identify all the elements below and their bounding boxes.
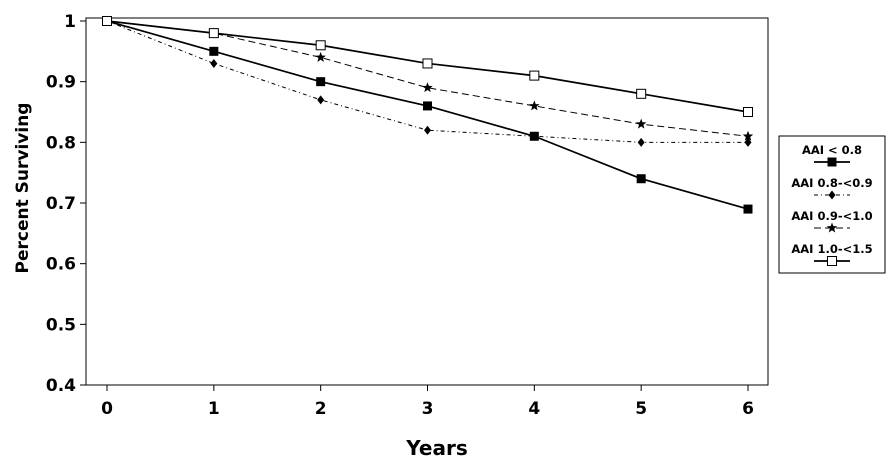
x-tick-label: 3 bbox=[422, 399, 434, 419]
data-point bbox=[636, 174, 646, 184]
legend-item: AAI 1.0-<1.5 bbox=[791, 242, 873, 266]
data-point bbox=[635, 118, 647, 129]
data-point bbox=[315, 51, 326, 62]
data-point bbox=[743, 107, 753, 117]
plot-frame bbox=[85, 17, 769, 386]
x-tick-label: 4 bbox=[528, 399, 540, 419]
series-1 bbox=[102, 16, 753, 214]
x-tick-label: 6 bbox=[742, 399, 754, 419]
data-point bbox=[422, 82, 433, 93]
y-tick-label: 0.6 bbox=[46, 255, 76, 275]
series-2 bbox=[103, 16, 752, 147]
x-tick-label: 2 bbox=[315, 399, 327, 419]
data-point bbox=[744, 137, 752, 147]
legend-item: AAI 0.8-<0.9 bbox=[791, 176, 873, 200]
data-point bbox=[742, 130, 754, 141]
y-tick-label: 0.4 bbox=[46, 376, 76, 396]
data-point bbox=[530, 131, 538, 141]
series-3 bbox=[101, 15, 754, 141]
axis-ticks: 0 1 2 3 4 5 6 0.4 0.5 0.6 0.7 0.8 0.9 1 bbox=[46, 12, 754, 419]
legend-items: AAI < 0.8 AAI 0.8-<0.9 AAI 0.9-<1.0 AAI 1.0… bbox=[791, 143, 873, 266]
y-tick-label: 0.9 bbox=[46, 73, 76, 93]
legend-swatch-marker bbox=[827, 157, 837, 167]
data-point bbox=[209, 46, 219, 56]
data-point bbox=[317, 95, 325, 105]
legend-item: AAI 0.9-<1.0 bbox=[791, 209, 873, 233]
legend-label: AAI 0.9-<1.0 bbox=[791, 209, 872, 223]
x-tick-label: 0 bbox=[101, 399, 113, 419]
data-point bbox=[424, 125, 431, 135]
y-tick-label: 0.7 bbox=[46, 194, 76, 214]
legend-label: AAI 0.8-<0.9 bbox=[791, 176, 872, 190]
data-point bbox=[422, 58, 433, 69]
data-point bbox=[529, 70, 540, 81]
data-point bbox=[210, 58, 218, 68]
x-tick-label: 1 bbox=[208, 399, 220, 419]
legend-item: AAI < 0.8 bbox=[802, 143, 862, 167]
x-axis-title: Years bbox=[405, 436, 467, 460]
series-line bbox=[106, 20, 749, 210]
data-point bbox=[743, 204, 753, 214]
series-line bbox=[106, 20, 749, 137]
y-tick-label: 1 bbox=[64, 12, 76, 32]
data-point bbox=[102, 16, 112, 26]
series-layer bbox=[101, 15, 754, 214]
series-4 bbox=[102, 16, 753, 117]
x-tick-label: 5 bbox=[635, 399, 647, 419]
data-point bbox=[636, 88, 647, 99]
y-tick-label: 0.8 bbox=[46, 133, 76, 153]
data-point bbox=[316, 77, 326, 87]
data-point bbox=[423, 101, 432, 111]
legend-swatch-marker bbox=[827, 256, 837, 266]
data-point bbox=[208, 28, 219, 39]
series-line bbox=[106, 20, 748, 143]
legend: AAI < 0.8 AAI 0.8-<0.9 AAI 0.9-<1.0 AAI 1.0… bbox=[778, 135, 886, 274]
data-point bbox=[637, 137, 645, 147]
data-point bbox=[529, 100, 540, 111]
legend-swatch-marker bbox=[828, 190, 836, 200]
legend-swatch-marker bbox=[826, 222, 838, 233]
data-point bbox=[315, 40, 326, 51]
legend-label: AAI < 0.8 bbox=[802, 143, 862, 157]
y-axis-title: Percent Surviving bbox=[13, 103, 33, 274]
legend-label: AAI 1.0-<1.5 bbox=[791, 242, 872, 256]
y-tick-label: 0.5 bbox=[46, 315, 76, 335]
